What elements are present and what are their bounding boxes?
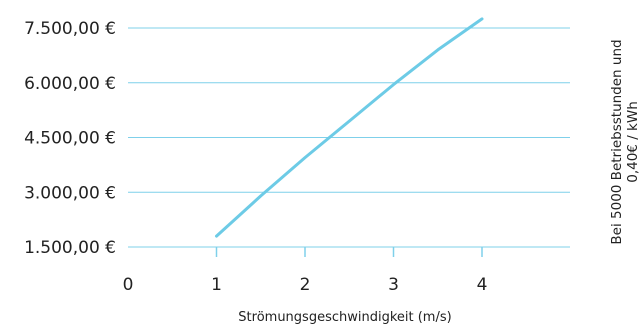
x-tick-label: 3 (388, 275, 399, 295)
y-tick-label: 3.000,00 € (24, 183, 116, 203)
tick-labels: 1.500,00 € 3.000,00 € 4.500,00 € 6.000,00 €… (24, 19, 487, 295)
x-tick-label: 4 (477, 275, 488, 295)
y-tick-label: 4.500,00 € (24, 129, 116, 149)
x-tick-label: 2 (300, 275, 311, 295)
x-tick-label: 0 (123, 275, 134, 295)
y-tick-label: 1.500,00 € (24, 238, 116, 258)
series-layer (215, 17, 484, 238)
gridlines (128, 27, 570, 193)
series-line (215, 17, 484, 238)
axes (128, 246, 570, 257)
x-axis-title: Strömungsgeschwindigkeit (m/s) (238, 310, 451, 325)
x-tick-label: 1 (211, 275, 222, 295)
side-note-line-1: Bei 5000 Betriebsstunden und (609, 39, 625, 244)
y-tick-label: 7.500,00 € (24, 19, 116, 39)
side-note-line-2: 0,40€ / kWh (625, 101, 640, 183)
side-note: Bei 5000 Betriebsstunden und 0,40€ / kWh (609, 39, 640, 244)
y-tick-label: 6.000,00 € (24, 74, 116, 94)
